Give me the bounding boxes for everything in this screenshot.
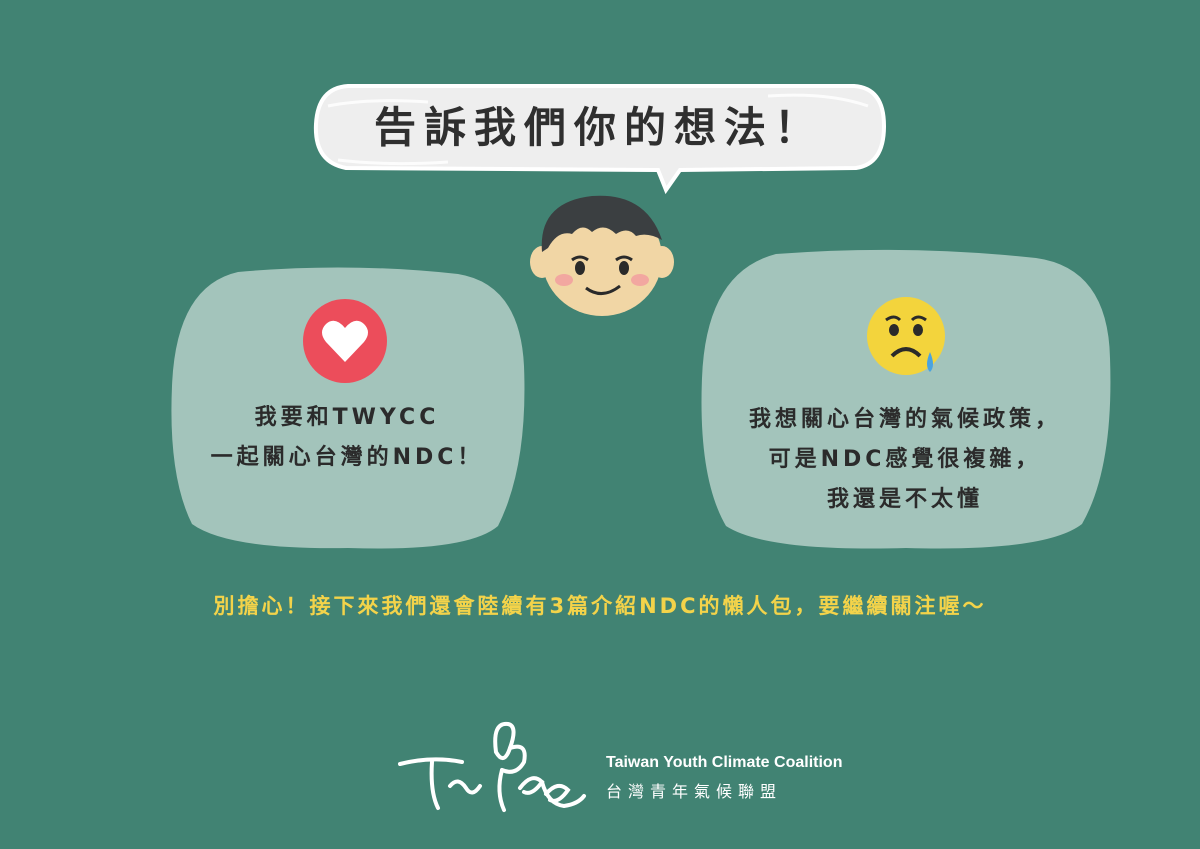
sad-crying-face-icon (866, 296, 946, 384)
card-left-line: 一起關心台灣的NDC！ (210, 445, 484, 470)
card-right-text: 我想關心台灣的氣候政策， 可是NDC感覺很複雜， 我還是不太懂 (696, 400, 1114, 520)
org-name-chinese: 台灣青年氣候聯盟 (606, 782, 783, 801)
card-right-line: 可是NDC感覺很複雜， (768, 447, 1042, 472)
card-left-line: 我要和TWYCC (254, 405, 440, 430)
org-name-english: Taiwan Youth Climate Coalition (606, 754, 843, 771)
twycc-signature-logo-icon (392, 712, 592, 822)
heart-icon (302, 298, 388, 384)
card-right-line: 我還是不太懂 (826, 487, 983, 512)
speech-bubble-text: 告訴我們你的想法！ (373, 103, 824, 152)
card-left (168, 266, 526, 551)
card-left-text: 我要和TWYCC 一起關心台灣的NDC！ (168, 398, 526, 478)
smiling-boy-face-icon (528, 192, 676, 317)
card-right (696, 248, 1114, 553)
card-right-line: 我想關心台灣的氣候政策， (748, 407, 1061, 432)
speech-bubble-shape (313, 84, 887, 195)
speech-bubble: 告訴我們你的想法！ (308, 76, 890, 195)
notice-text: 別擔心！接下來我們還會陸續有3篇介紹NDC的懶人包，要繼續關注喔～ (213, 594, 987, 618)
